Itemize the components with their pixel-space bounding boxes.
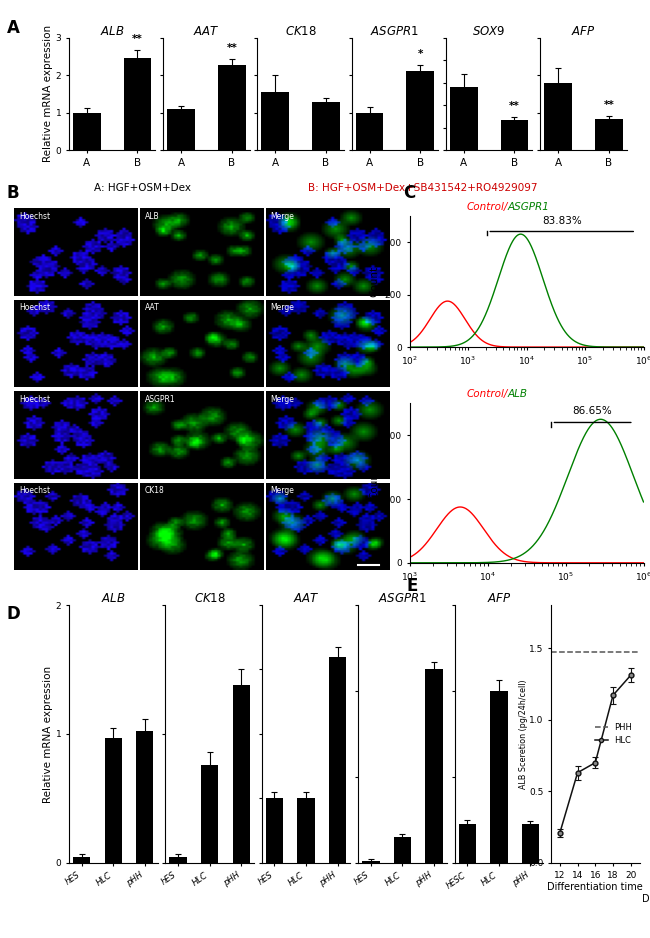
Text: B: HGF+OSM+Dex+SB431542+RO4929097: B: HGF+OSM+Dex+SB431542+RO4929097 [307,183,538,193]
Y-axis label: Count: Count [369,467,379,499]
Bar [406,71,434,150]
Bar [595,119,623,150]
Y-axis label: Relative mRNA expression: Relative mRNA expression [43,665,53,803]
Bar [73,113,101,150]
Text: **: ** [603,100,614,110]
Title: $\it{ASGPR1}$: $\it{ASGPR1}$ [378,592,427,605]
Title: $\it{AAT}$: $\it{AAT}$ [193,24,220,38]
X-axis label: Differentiation time: Differentiation time [547,883,643,892]
Title: $\it{AFP}$: $\it{AFP}$ [571,24,595,38]
Bar [362,861,380,863]
Bar [261,92,289,150]
Bar [312,102,340,150]
Title: $\it{SOX9}$: $\it{SOX9}$ [473,24,506,38]
Text: B: B [6,184,19,202]
Bar [233,685,250,863]
Legend: PHH, HLC: PHH, HLC [592,719,636,749]
Title: $\it{ALB}$: $\it{ALB}$ [100,24,124,38]
Text: D: D [6,605,20,623]
Text: AAT: AAT [145,303,160,312]
Text: Days: Days [642,894,650,904]
Text: *: * [417,49,423,59]
Bar [73,856,90,863]
Bar [544,83,572,150]
Text: Merge: Merge [270,212,294,220]
Text: A: HGF+OSM+Dex: A: HGF+OSM+Dex [94,183,192,193]
Bar [356,113,383,150]
Text: 86.65%: 86.65% [573,406,612,416]
Title: $\it{ASGPR1}$: $\it{ASGPR1}$ [370,24,419,38]
Bar [201,765,218,863]
Text: ASGPR1: ASGPR1 [145,395,176,403]
Bar [297,798,315,863]
Bar [170,856,187,863]
Text: Hoechst: Hoechst [20,486,50,495]
Bar [490,691,508,863]
Text: Control/: Control/ [467,388,508,399]
Bar [124,58,151,150]
Title: $\it{ALB}$: $\it{ALB}$ [101,592,125,605]
Text: **: ** [226,43,237,53]
Bar [425,670,443,863]
Bar [218,65,246,150]
Text: Merge: Merge [270,303,294,312]
Bar [105,738,122,863]
Y-axis label: Relative mRNA expression: Relative mRNA expression [43,25,53,162]
Bar [500,120,528,150]
Text: Merge: Merge [270,395,294,403]
Text: E: E [406,577,417,595]
Text: Hoechst: Hoechst [20,395,50,403]
Text: **: ** [132,35,143,44]
Bar [136,732,153,863]
Text: ASGPR1: ASGPR1 [508,202,550,212]
Title: $\it{CK18}$: $\it{CK18}$ [285,24,317,38]
Bar [329,657,346,863]
Text: 83.83%: 83.83% [542,217,582,226]
Bar [522,825,539,863]
Y-axis label: Count: Count [369,265,379,297]
Title: $\it{CK18}$: $\it{CK18}$ [194,592,226,605]
Bar [167,109,195,150]
Y-axis label: ALB Sceretion (pg/24h/cell): ALB Sceretion (pg/24h/cell) [519,679,528,789]
Bar [394,838,411,863]
Bar [450,87,478,150]
Text: **: ** [509,101,520,112]
Bar [266,798,283,863]
Text: Hoechst: Hoechst [20,212,50,220]
Title: $\it{AFP}$: $\it{AFP}$ [487,592,511,605]
Text: ALB: ALB [508,388,528,399]
Text: Hoechst: Hoechst [20,303,50,312]
Text: Control/: Control/ [467,202,508,212]
Text: CK18: CK18 [145,486,164,495]
Text: Merge: Merge [270,486,294,495]
Text: ALB: ALB [145,212,159,220]
Title: $\it{AAT}$: $\it{AAT}$ [292,592,319,605]
Text: C: C [403,184,415,202]
Text: A: A [6,19,20,37]
Bar [459,825,476,863]
